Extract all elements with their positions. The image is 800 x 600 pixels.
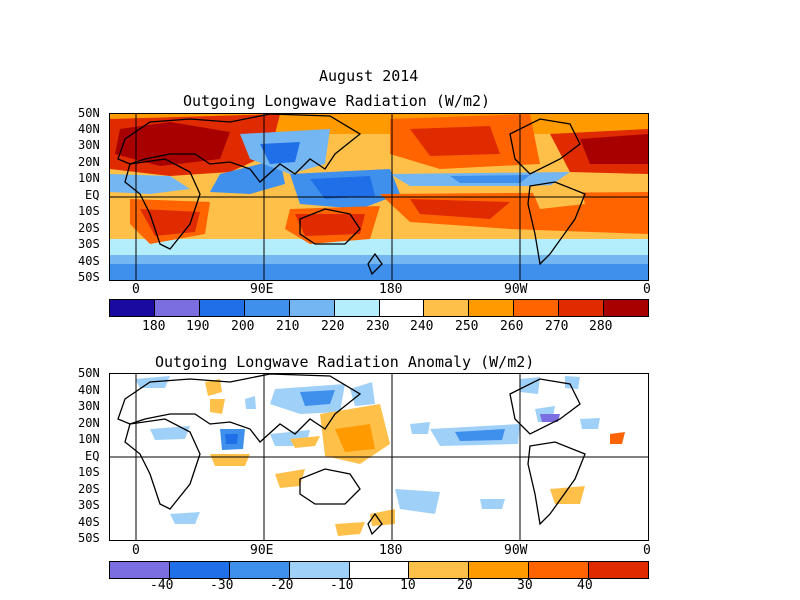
colorbar-label: 200 xyxy=(231,319,255,334)
lon-label: 90E xyxy=(250,543,274,558)
lon-label: 90E xyxy=(250,282,274,297)
colorbar-segment xyxy=(169,562,230,578)
colorbar-segment xyxy=(199,300,245,316)
olr-field xyxy=(110,114,648,280)
lat-label: 50S xyxy=(78,270,100,284)
lat-label: 30N xyxy=(78,138,100,152)
colorbar-label: -30 xyxy=(210,578,234,593)
olr-anomaly-map xyxy=(109,373,649,541)
lat-label: 20S xyxy=(78,221,100,235)
lat-label: 40S xyxy=(78,515,100,529)
colorbar-segment xyxy=(469,300,515,316)
colorbar-label: -40 xyxy=(150,578,174,593)
olr-map xyxy=(109,113,649,281)
colorbar-segment xyxy=(289,562,350,578)
panel2-title: Outgoing Longwave Radiation Anomaly (W/m… xyxy=(155,353,535,371)
colorbar-label: 210 xyxy=(276,319,300,334)
lat-label: 30S xyxy=(78,237,100,251)
colorbar-label: 270 xyxy=(545,319,569,334)
colorbar-segment xyxy=(229,562,290,578)
lat-label: 40S xyxy=(78,254,100,268)
colorbar-label: 260 xyxy=(500,319,524,334)
lat-label: 50N xyxy=(78,366,100,380)
lon-label: 180 xyxy=(379,282,403,297)
colorbar-segment xyxy=(349,562,410,578)
colorbar-segment xyxy=(334,300,380,316)
colorbar-label: 250 xyxy=(455,319,479,334)
colorbar-label: 180 xyxy=(142,319,166,334)
colorbar-segment xyxy=(110,300,155,316)
lat-label: 30N xyxy=(78,399,100,413)
olr-anomaly-field xyxy=(110,374,648,540)
colorbar-segment xyxy=(424,300,470,316)
colorbar-label: 30 xyxy=(517,578,533,593)
colorbar-label: 40 xyxy=(577,578,593,593)
olr-anomaly-colorbar xyxy=(109,561,649,579)
lat-label: 20N xyxy=(78,155,100,169)
lon-label: 90W xyxy=(504,282,528,297)
colorbar-segment xyxy=(244,300,290,316)
colorbar-segment xyxy=(409,562,470,578)
colorbar-segment xyxy=(514,300,560,316)
lat-label: 50S xyxy=(78,531,100,545)
lat-label: 50N xyxy=(78,106,100,120)
lat-label: 40N xyxy=(78,122,100,136)
colorbar-segment xyxy=(154,300,200,316)
colorbar-segment xyxy=(604,300,649,316)
colorbar-label: -10 xyxy=(330,578,354,593)
colorbar-label: -20 xyxy=(270,578,294,593)
panel1-title: Outgoing Longwave Radiation (W/m2) xyxy=(183,92,491,110)
lat-label: 40N xyxy=(78,383,100,397)
colorbar-segment xyxy=(559,300,605,316)
lon-label: 0 xyxy=(132,282,140,297)
panel1-title-date: August 2014 xyxy=(319,67,419,85)
lon-label: 180 xyxy=(379,543,403,558)
coastline-outline xyxy=(117,114,586,276)
colorbar-segment xyxy=(110,562,170,578)
lat-label: 10N xyxy=(78,432,100,446)
colorbar-label: 190 xyxy=(186,319,210,334)
lat-label: EQ xyxy=(85,449,100,463)
lon-label: 0 xyxy=(643,282,651,297)
lat-label: 30S xyxy=(78,498,100,512)
colorbar-label: 20 xyxy=(457,578,473,593)
lon-label: 90W xyxy=(504,543,528,558)
colorbar-segment xyxy=(529,562,590,578)
colorbar-label: 280 xyxy=(589,319,613,334)
colorbar-segment xyxy=(589,562,649,578)
lat-label: 20S xyxy=(78,482,100,496)
lat-label: 20N xyxy=(78,416,100,430)
coastline-outline xyxy=(117,374,586,536)
colorbar-label: 220 xyxy=(321,319,345,334)
lon-label: 0 xyxy=(132,543,140,558)
lat-label: 10S xyxy=(78,204,100,218)
colorbar-label: 230 xyxy=(366,319,390,334)
colorbar-label: 10 xyxy=(400,578,416,593)
colorbar-label: 240 xyxy=(410,319,434,334)
lon-label: 0 xyxy=(643,543,651,558)
colorbar-segment xyxy=(289,300,335,316)
lat-label: 10S xyxy=(78,465,100,479)
colorbar-segment xyxy=(469,562,530,578)
lat-label: 10N xyxy=(78,171,100,185)
colorbar-segment xyxy=(379,300,425,316)
olr-colorbar xyxy=(109,299,649,317)
lat-label: EQ xyxy=(85,188,100,202)
